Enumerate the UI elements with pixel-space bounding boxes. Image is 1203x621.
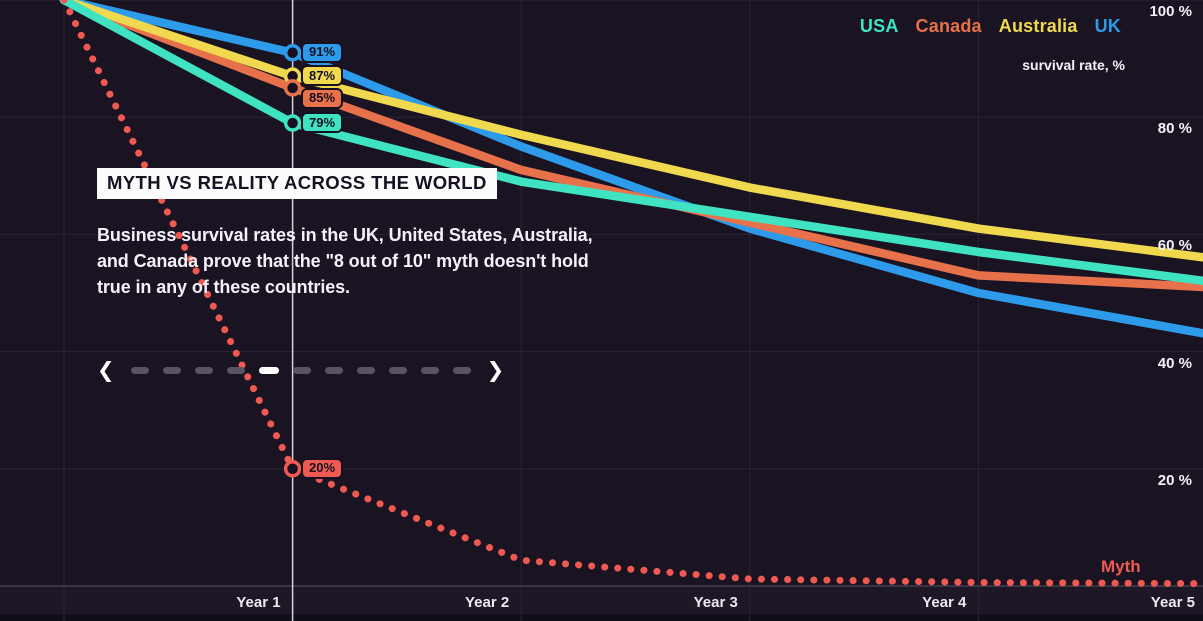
carousel-dot[interactable] — [388, 366, 407, 374]
slide-title: MYTH VS REALITY ACROSS THE WORLD — [97, 168, 497, 199]
carousel-next-icon[interactable]: ❯ — [486, 358, 505, 382]
carousel-dots — [130, 366, 471, 374]
y-tick-label: 40 % — [1157, 354, 1192, 372]
carousel-dot[interactable] — [292, 366, 311, 374]
y-tick-label: 60 % — [1157, 237, 1192, 255]
slide-description: Business survival rates in the UK, Unite… — [97, 225, 593, 297]
value-badge-usa: 79% — [301, 112, 344, 134]
marker-myth — [283, 460, 302, 478]
marker-usa — [283, 114, 302, 132]
value-badge-myth: 20% — [301, 457, 344, 479]
value-badge-australia: 87% — [301, 65, 344, 87]
carousel-dot[interactable] — [452, 366, 471, 374]
value-badge-uk: 91% — [301, 41, 344, 63]
carousel-dot[interactable] — [130, 366, 149, 374]
x-tick-label: Year 2 — [464, 594, 510, 611]
x-tick-label: Year 1 — [236, 594, 281, 611]
carousel-dot[interactable] — [356, 366, 375, 374]
y-tick-label: 100 % — [1149, 3, 1192, 20]
line-australia — [59, 0, 1203, 262]
chart-legend: USA Canada Australia UK — [860, 16, 1121, 37]
myth-series-label: Myth — [1101, 557, 1141, 576]
y-tick-label: 20 % — [1157, 471, 1192, 489]
legend-item-canada[interactable]: Canada — [915, 16, 982, 36]
x-tick-label: Year 3 — [693, 594, 738, 611]
carousel-dot[interactable] — [194, 366, 213, 374]
carousel-prev-icon[interactable]: ❮ — [97, 358, 115, 382]
y-tick-label: 80 % — [1157, 120, 1192, 138]
carousel-dot[interactable] — [420, 366, 439, 374]
legend-item-australia[interactable]: Australia — [998, 16, 1078, 36]
x-tick-label: Year 5 — [1150, 594, 1195, 611]
x-tick-label: Year 4 — [922, 594, 967, 611]
carousel-dot-active[interactable] — [258, 366, 279, 374]
carousel-dot[interactable] — [226, 366, 245, 374]
value-badge-canada: 85% — [301, 87, 344, 109]
carousel-dot[interactable] — [162, 366, 181, 374]
marker-canada — [283, 79, 302, 97]
legend-item-uk[interactable]: UK — [1094, 16, 1121, 36]
carousel-nav: ❮ ❯ — [97, 358, 504, 382]
legend-item-usa[interactable]: USA — [859, 16, 899, 36]
bottom-strip — [0, 614, 1203, 621]
marker-uk — [283, 43, 302, 62]
line-myth — [60, 0, 1203, 588]
carousel-dot[interactable] — [324, 366, 343, 374]
line-uk — [59, 0, 1203, 338]
line-usa — [59, 0, 1203, 286]
y-axis-caption: survival rate, % — [1022, 57, 1125, 73]
